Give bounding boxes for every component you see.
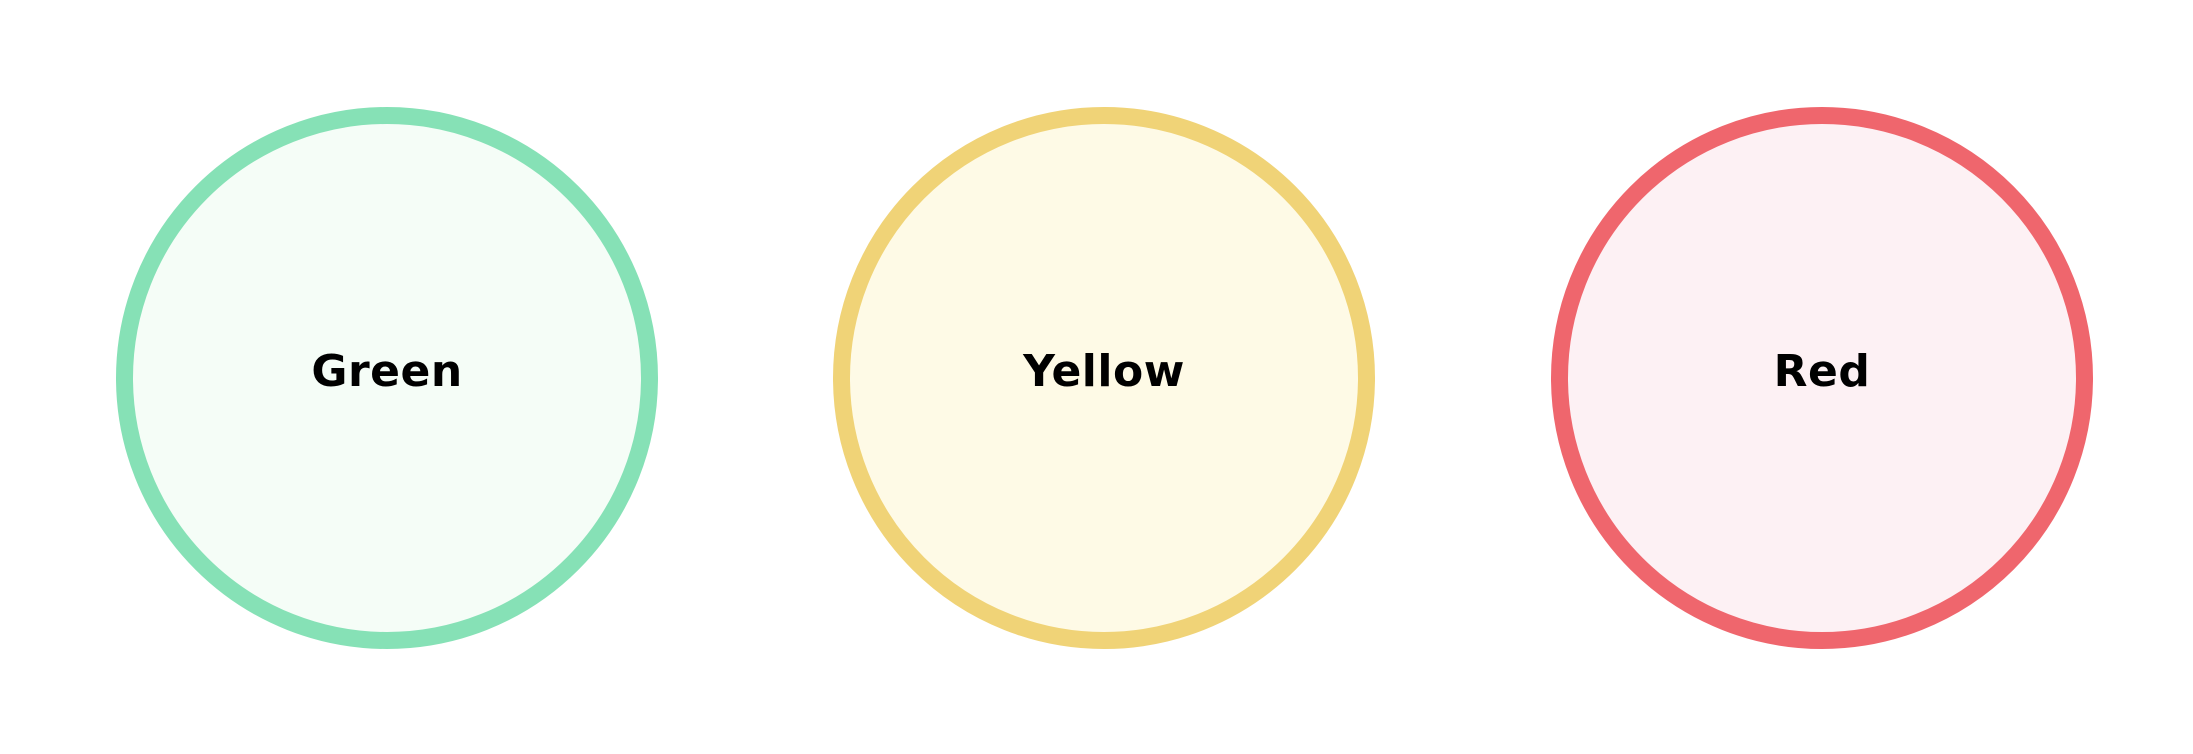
red-label: Red xyxy=(1773,345,1871,397)
green-circle: Green xyxy=(116,107,658,649)
red-circle: Red xyxy=(1551,107,2093,649)
green-label: Green xyxy=(311,345,463,397)
yellow-circle: Yellow xyxy=(833,107,1375,649)
yellow-label: Yellow xyxy=(1023,345,1185,397)
